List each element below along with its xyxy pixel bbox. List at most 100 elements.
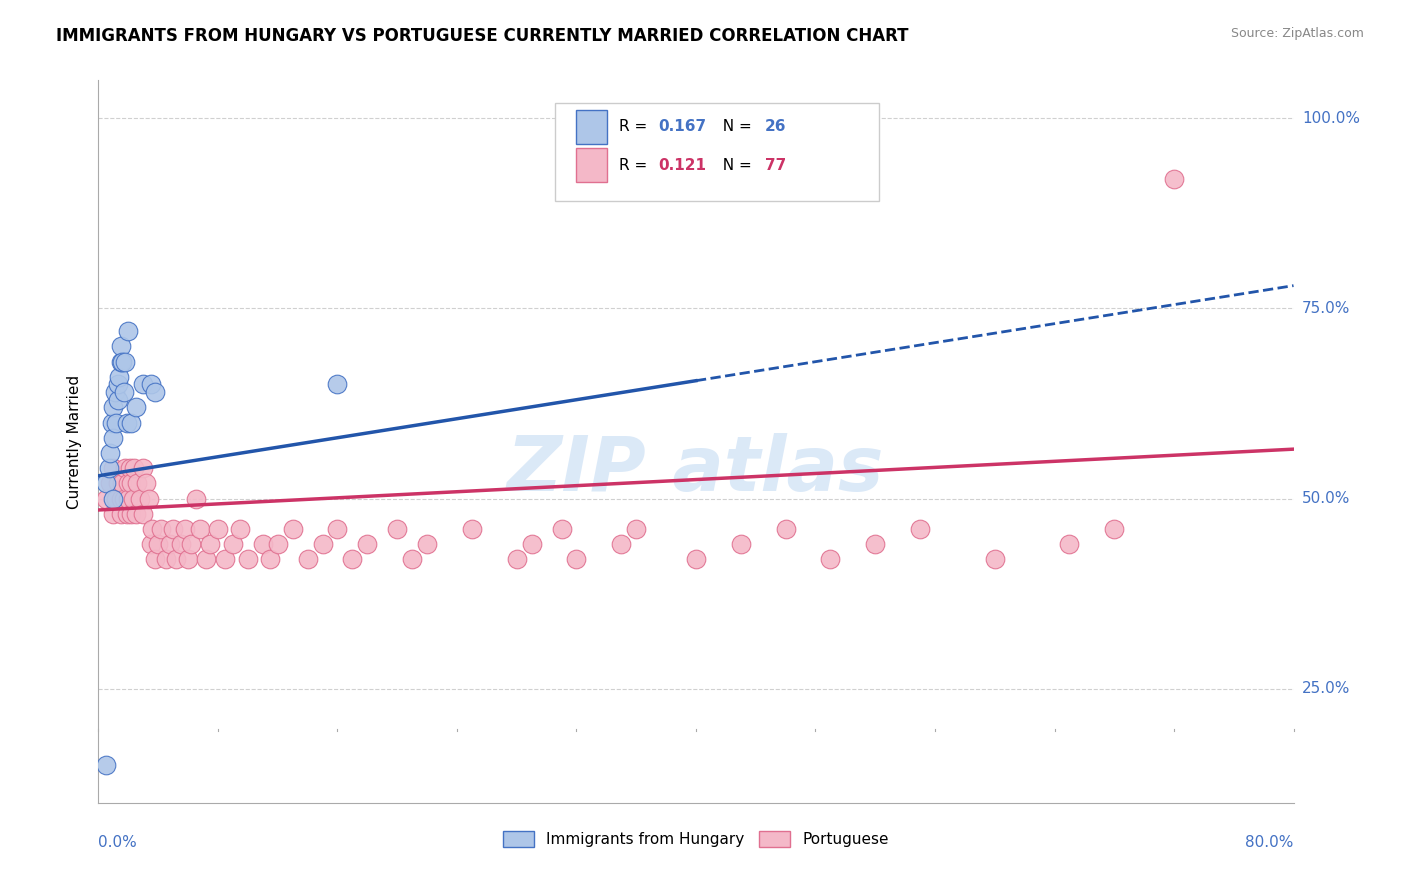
Point — [129, 491, 152, 506]
Point — [148, 537, 170, 551]
Text: N =: N = — [713, 120, 756, 134]
Point — [114, 354, 136, 368]
Text: 75.0%: 75.0% — [1302, 301, 1350, 316]
Point — [385, 522, 409, 536]
Point — [162, 522, 184, 536]
Text: 26: 26 — [765, 120, 786, 134]
Point — [222, 537, 245, 551]
Y-axis label: Currently Married: Currently Married — [67, 375, 83, 508]
Point — [132, 461, 155, 475]
Point — [125, 401, 148, 415]
Point — [281, 522, 304, 536]
Point — [236, 552, 259, 566]
Point — [111, 476, 134, 491]
Point — [101, 416, 124, 430]
Text: R =: R = — [619, 158, 652, 172]
Point — [200, 537, 222, 551]
Text: ZIP atlas: ZIP atlas — [508, 434, 884, 508]
Point — [169, 537, 191, 551]
Point — [139, 537, 162, 551]
Point — [180, 537, 202, 551]
Text: 0.0%: 0.0% — [98, 835, 138, 850]
Point — [120, 476, 142, 491]
Point — [401, 552, 423, 566]
Text: 0.121: 0.121 — [658, 158, 706, 172]
Point — [105, 416, 128, 430]
Point — [685, 552, 707, 566]
Point — [117, 476, 139, 491]
Point — [105, 491, 128, 506]
Point — [252, 537, 274, 551]
Point — [125, 507, 148, 521]
Legend: Immigrants from Hungary, Portuguese: Immigrants from Hungary, Portuguese — [498, 825, 894, 853]
Point — [98, 476, 122, 491]
Point — [110, 354, 132, 368]
Point — [174, 522, 197, 536]
Point — [138, 491, 160, 506]
Point — [103, 461, 125, 475]
Point — [107, 476, 129, 491]
Text: 0.167: 0.167 — [658, 120, 706, 134]
Point — [626, 522, 648, 536]
Point — [342, 552, 364, 566]
Point — [94, 757, 117, 772]
Point — [267, 537, 290, 551]
Point — [124, 461, 146, 475]
Text: 50.0%: 50.0% — [1302, 491, 1350, 506]
Point — [326, 522, 349, 536]
Point — [103, 431, 125, 445]
Point — [108, 370, 131, 384]
Point — [550, 522, 572, 536]
Point — [103, 491, 125, 506]
Point — [150, 522, 173, 536]
Point — [117, 491, 139, 506]
Point — [121, 491, 143, 506]
Point — [112, 385, 135, 400]
Point — [730, 537, 752, 551]
Point — [984, 552, 1007, 566]
Point — [356, 537, 378, 551]
Text: R =: R = — [619, 120, 652, 134]
Point — [112, 491, 135, 506]
Point — [107, 377, 129, 392]
Point — [326, 377, 349, 392]
Point — [114, 461, 136, 475]
Point — [117, 324, 139, 338]
Text: N =: N = — [713, 158, 756, 172]
Point — [775, 522, 797, 536]
Point — [1059, 537, 1081, 551]
Point — [177, 552, 200, 566]
Point — [104, 385, 127, 400]
Point — [110, 339, 132, 353]
Point — [139, 377, 162, 392]
Point — [214, 552, 236, 566]
Point — [143, 385, 166, 400]
Point — [111, 354, 134, 368]
Point — [1104, 522, 1126, 536]
Point — [159, 537, 181, 551]
Point — [103, 507, 125, 521]
Text: IMMIGRANTS FROM HUNGARY VS PORTUGUESE CURRENTLY MARRIED CORRELATION CHART: IMMIGRANTS FROM HUNGARY VS PORTUGUESE CU… — [56, 27, 908, 45]
Point — [110, 507, 132, 521]
Point — [461, 522, 484, 536]
Text: 25.0%: 25.0% — [1302, 681, 1350, 697]
Point — [155, 552, 177, 566]
Point — [98, 446, 122, 460]
Point — [110, 491, 132, 506]
Point — [127, 476, 149, 491]
Point — [207, 522, 229, 536]
Point — [416, 537, 439, 551]
Point — [520, 537, 543, 551]
Point — [1163, 172, 1185, 186]
Point — [115, 507, 138, 521]
Point — [908, 522, 931, 536]
Point — [259, 552, 281, 566]
Point — [120, 507, 142, 521]
Point — [610, 537, 633, 551]
Point — [506, 552, 529, 566]
Point — [311, 537, 333, 551]
Point — [115, 416, 138, 430]
Point — [141, 522, 163, 536]
Text: 100.0%: 100.0% — [1302, 111, 1360, 126]
Point — [135, 476, 157, 491]
